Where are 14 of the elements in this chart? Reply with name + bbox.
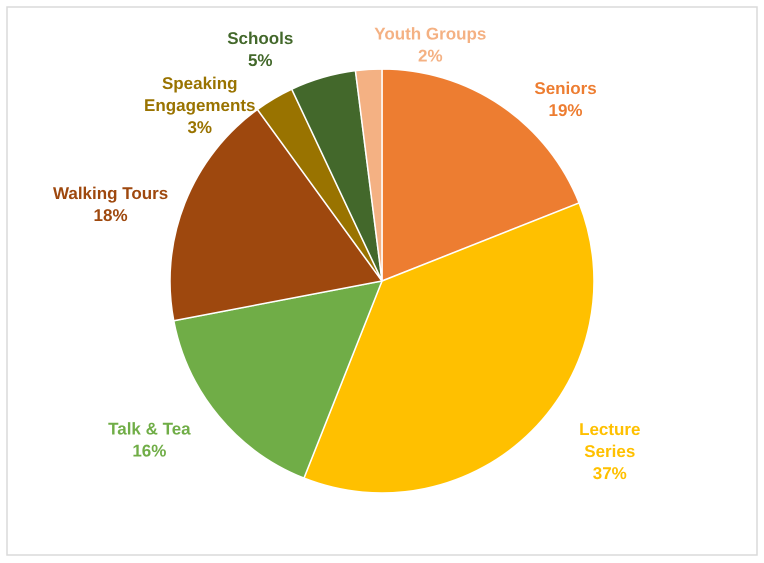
data-label: 2%: [418, 46, 443, 66]
slice-label: Schools: [227, 28, 294, 48]
slice-label: Talk & Tea: [108, 419, 192, 438]
slice-label: Lecture Series: [579, 420, 640, 461]
data-label: 18%: [94, 206, 128, 225]
data-label: 5%: [248, 50, 273, 70]
data-label: 37%: [592, 464, 627, 483]
slice-label: Youth Groups: [374, 24, 486, 44]
slice-label: Speaking Engagements: [144, 74, 256, 115]
slice-label: Walking Tours: [52, 184, 168, 203]
data-label: 19%: [548, 101, 583, 120]
slice-label: Seniors: [534, 79, 597, 98]
data-label: 3%: [187, 118, 212, 137]
data-label: 16%: [132, 441, 166, 460]
